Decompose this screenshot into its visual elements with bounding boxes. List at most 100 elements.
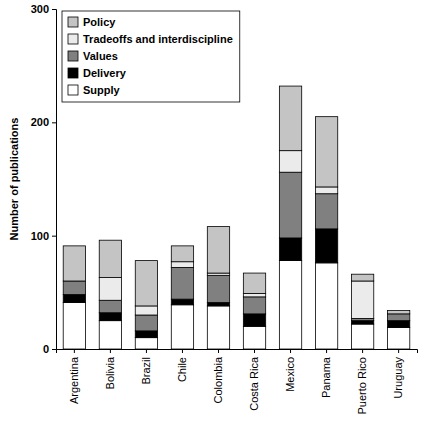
bar — [63, 303, 85, 349]
y-axis: 0 100 200 300 — [31, 3, 57, 355]
bar — [387, 314, 409, 321]
tick-mark — [326, 349, 327, 353]
legend-box — [62, 11, 240, 102]
legend-swatch — [68, 68, 78, 78]
tick: Bolivia — [104, 349, 116, 389]
legend-label: Tradeoffs and interdiscipline — [83, 33, 233, 45]
bar — [315, 117, 337, 187]
legend-swatch — [68, 34, 78, 44]
tick: 300 — [31, 3, 56, 15]
series — [63, 229, 410, 338]
series — [63, 86, 410, 314]
bar — [99, 278, 121, 301]
tick-mark — [218, 349, 219, 353]
legend: Policy Tradeoffs and interdiscipline Value… — [62, 11, 240, 102]
tick: Mexico — [284, 349, 296, 392]
tick-mark — [110, 349, 111, 353]
bar — [279, 238, 301, 261]
tick: Argentina — [68, 349, 80, 404]
bar — [171, 262, 193, 268]
legend-entry: Policy — [68, 16, 116, 28]
legend-swatch — [68, 17, 78, 27]
bar — [135, 315, 157, 331]
bar — [135, 338, 157, 349]
tick-mark — [146, 349, 147, 353]
tick: 0 — [43, 343, 56, 355]
bar — [99, 321, 121, 349]
bar — [63, 281, 85, 295]
legend-label: Policy — [83, 16, 116, 28]
bar — [171, 305, 193, 349]
tick: Chile — [176, 349, 188, 382]
tick: Costa Rica — [248, 349, 260, 411]
bar — [63, 246, 85, 281]
tick-mark — [74, 349, 75, 353]
tick-label: Mexico — [284, 357, 296, 392]
tick-label: Brazil — [140, 357, 152, 385]
bar — [171, 246, 193, 262]
series — [63, 172, 410, 331]
bar — [99, 240, 121, 277]
bar — [387, 321, 409, 328]
chart: 0 100 200 300 Argentina Bolivia Brazil Chile Col… — [0, 0, 425, 429]
tick: Puerto Rico — [356, 349, 368, 414]
tick-label: Colombia — [212, 356, 224, 403]
legend-entry: Delivery — [68, 67, 127, 79]
plot: 0 100 200 300 Argentina Bolivia Brazil Chile Col… — [31, 3, 418, 414]
tick-mark — [290, 349, 291, 353]
legend-label: Delivery — [83, 67, 127, 79]
bar — [99, 313, 121, 321]
tick-label: Bolivia — [104, 356, 116, 389]
legend-label: Values — [83, 50, 118, 62]
bar — [315, 194, 337, 229]
tick-label: Puerto Rico — [356, 357, 368, 414]
legend-label: Supply — [83, 84, 121, 96]
tick-label: Panama — [320, 356, 332, 398]
tick: 100 — [31, 230, 56, 242]
bar — [387, 327, 409, 349]
tick-label: Costa Rica — [248, 356, 260, 411]
bar — [387, 310, 409, 313]
bar — [279, 261, 301, 349]
bar — [207, 303, 229, 306]
bar — [99, 300, 121, 312]
bar — [171, 267, 193, 299]
tick: Brazil — [140, 349, 152, 385]
bar — [63, 295, 85, 303]
axis-line — [57, 350, 418, 354]
bar — [207, 275, 229, 302]
tick: 200 — [31, 116, 56, 128]
tick-mark — [182, 349, 183, 353]
tick-label: 300 — [31, 3, 49, 15]
bar — [243, 297, 265, 314]
bar — [351, 274, 373, 281]
bar — [351, 321, 373, 324]
bar — [243, 326, 265, 349]
bar — [315, 263, 337, 349]
axis-line — [52, 10, 57, 350]
bar — [279, 172, 301, 238]
bar — [171, 299, 193, 305]
bar — [315, 187, 337, 194]
tick: Uruguay — [392, 349, 404, 399]
bar — [351, 324, 373, 349]
bar — [279, 151, 301, 173]
tick-label: 100 — [31, 230, 49, 242]
bar — [135, 306, 157, 315]
tick-mark — [398, 349, 399, 353]
tick-label: Chile — [176, 357, 188, 382]
bars — [63, 86, 410, 349]
bar — [243, 314, 265, 326]
tick-label: Argentina — [68, 356, 80, 404]
legend-entry: Tradeoffs and interdiscipline — [68, 33, 233, 45]
tick-mark — [52, 9, 56, 10]
tick-mark — [254, 349, 255, 353]
bar — [243, 293, 265, 296]
bar — [243, 273, 265, 293]
tick-label: 200 — [31, 116, 49, 128]
bar — [315, 229, 337, 263]
tick-mark — [52, 122, 56, 123]
legend-swatch — [68, 85, 78, 95]
bar — [135, 331, 157, 338]
tick: Colombia — [212, 349, 224, 403]
